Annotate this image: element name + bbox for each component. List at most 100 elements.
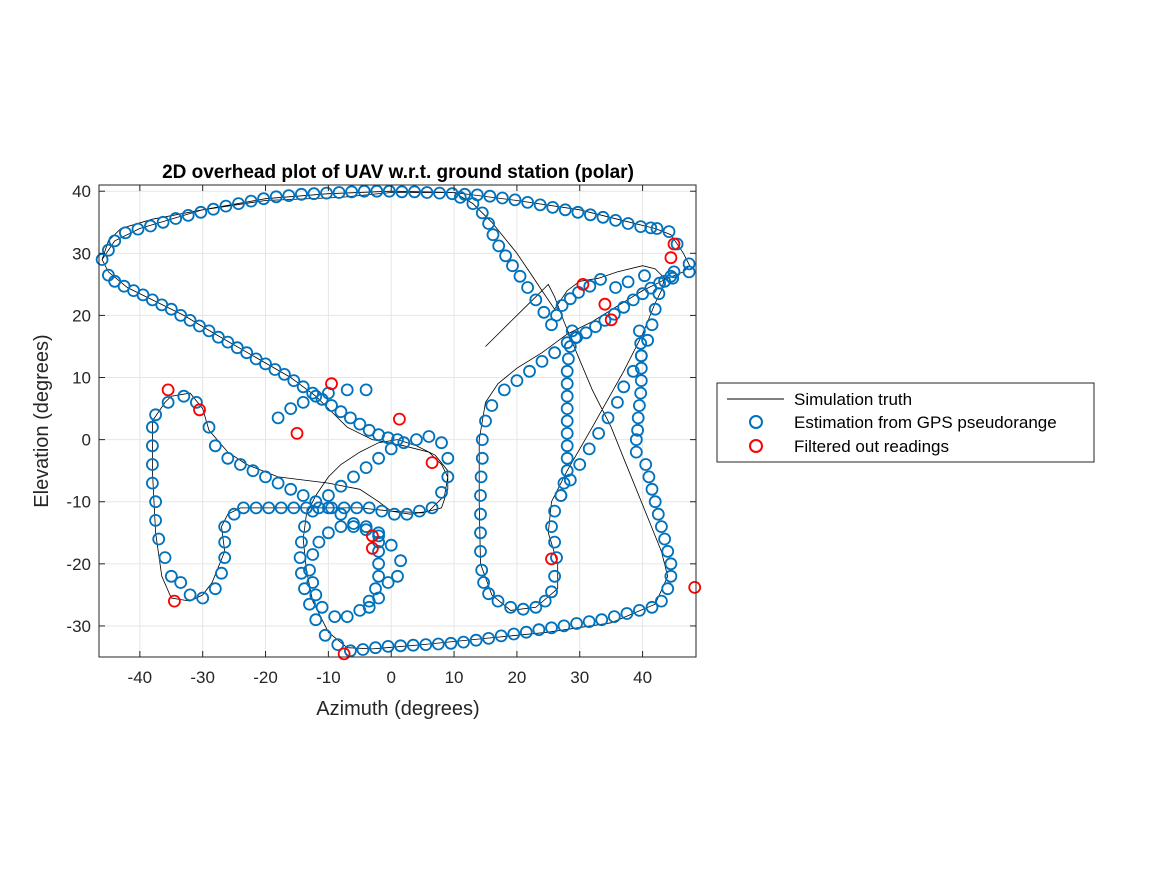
- estimation-point: [634, 336, 648, 350]
- estimation-point: [306, 386, 320, 400]
- estimation-point: [294, 187, 308, 201]
- filtered-point: [604, 313, 618, 327]
- estimation-point: [284, 402, 298, 416]
- estimation-point: [208, 582, 222, 596]
- estimation-point: [350, 501, 364, 515]
- estimation-point: [535, 354, 549, 368]
- estimation-point: [492, 239, 506, 253]
- estimation-point: [296, 380, 310, 394]
- estimation-point: [486, 228, 500, 242]
- legend-label-estimation: Estimation from GPS pseudorange: [794, 413, 1057, 432]
- estimation-point: [221, 335, 235, 349]
- estimation-point: [384, 538, 398, 552]
- estimation-point: [353, 417, 367, 431]
- estimation-point: [202, 420, 216, 434]
- estimation-point: [584, 208, 597, 222]
- estimation-point: [274, 501, 288, 515]
- filtered-point: [290, 426, 304, 440]
- estimation-point: [347, 470, 360, 484]
- estimation-point: [662, 225, 676, 239]
- estimation-point: [321, 526, 335, 540]
- estimation-point: [617, 380, 631, 394]
- estimation-point: [152, 532, 166, 546]
- filtered-point: [545, 552, 558, 566]
- y-tick-label: 30: [72, 244, 91, 263]
- estimation-point: [177, 389, 191, 403]
- y-axis-title: Elevation (degrees): [31, 334, 53, 507]
- estimation-point: [475, 451, 489, 465]
- estimation-point: [477, 576, 491, 589]
- grid-lines: [99, 185, 696, 657]
- estimation-point: [639, 458, 653, 471]
- y-tick-label: 10: [72, 369, 91, 388]
- estimation-point: [441, 451, 455, 465]
- estimation-point: [320, 186, 333, 200]
- estimation-point: [629, 445, 643, 459]
- estimation-point: [621, 275, 635, 289]
- estimation-point: [294, 566, 308, 580]
- estimation-point: [259, 470, 272, 484]
- estimation-point: [595, 613, 609, 627]
- estimation-point: [334, 507, 348, 521]
- estimation-point: [287, 374, 301, 388]
- estimation-point: [607, 610, 621, 623]
- estimation-point: [164, 569, 178, 583]
- filtered-point: [365, 529, 379, 543]
- estimation-point: [482, 587, 496, 601]
- estimation-point: [658, 274, 671, 288]
- estimation-point: [174, 576, 188, 589]
- estimation-point: [372, 545, 386, 558]
- estimation-point: [560, 414, 574, 428]
- estimation-point: [145, 439, 159, 453]
- filtered-point: [598, 297, 612, 311]
- estimation-point: [420, 186, 434, 199]
- estimation-markers-layer: [95, 184, 696, 658]
- estimation-point: [435, 485, 448, 499]
- estimation-point: [359, 461, 373, 475]
- estimation-point: [507, 627, 521, 641]
- legend-label-filtered: Filtered out readings: [794, 437, 949, 456]
- estimation-point: [145, 458, 159, 471]
- estimation-point: [144, 219, 157, 233]
- y-tick-label: -10: [66, 493, 91, 512]
- estimation-point: [554, 489, 568, 502]
- estimation-point: [381, 431, 395, 445]
- chart-title: 2D overhead plot of UAV w.r.t. ground st…: [162, 162, 634, 183]
- estimation-point: [249, 501, 263, 515]
- estimation-point: [633, 604, 646, 617]
- estimation-point: [309, 588, 323, 602]
- estimation-point: [562, 352, 575, 366]
- estimation-point: [196, 591, 210, 605]
- estimation-point: [422, 430, 436, 443]
- estimation-point: [634, 361, 648, 375]
- x-tick-label: -30: [190, 668, 215, 687]
- estimation-point: [394, 639, 408, 653]
- estimation-point: [648, 302, 662, 316]
- estimation-point: [312, 535, 326, 549]
- estimation-point: [435, 436, 448, 450]
- estimation-point: [611, 395, 624, 409]
- estimation-point: [652, 287, 666, 301]
- filtered-point: [576, 277, 590, 291]
- estimation-point: [445, 187, 459, 201]
- estimation-point: [215, 566, 228, 580]
- estimation-point: [482, 217, 496, 230]
- estimation-point: [312, 501, 326, 515]
- legend-box: [716, 382, 1095, 463]
- estimation-point: [560, 336, 574, 350]
- estimation-point: [557, 476, 571, 490]
- estimation-point: [589, 320, 602, 334]
- estimation-point: [457, 635, 470, 649]
- estimation-point: [617, 300, 631, 314]
- x-tick-label: 30: [570, 668, 589, 687]
- estimation-point: [598, 313, 612, 327]
- estimation-point: [664, 569, 678, 583]
- estimation-point: [482, 632, 496, 645]
- estimation-point: [666, 271, 680, 285]
- estimation-point: [356, 643, 370, 656]
- estimation-point: [183, 588, 197, 602]
- estimation-point: [382, 184, 396, 198]
- estimation-point: [560, 402, 574, 416]
- estimation-point: [548, 569, 561, 583]
- estimation-point: [343, 644, 357, 658]
